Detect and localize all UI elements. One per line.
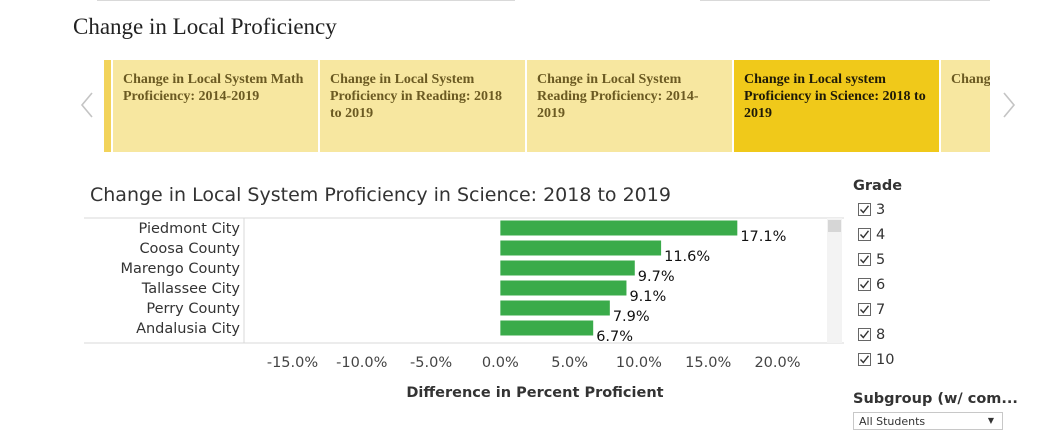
bar[interactable] [500,280,627,296]
category-label: Marengo County [121,261,241,277]
checkmark-icon [859,205,870,214]
chart-rows: Piedmont City 17.1% Coosa County 11.6% Maren… [121,220,786,345]
data-label: 7.9% [613,309,650,325]
checkmark-icon [859,305,870,314]
scrollbar-track[interactable] [827,218,842,343]
story-tab-science-2014-2019[interactable]: Change in Local System Science Proficien… [941,60,990,152]
chevron-left-icon[interactable] [80,92,94,118]
x-tick-label: -15.0% [267,355,318,371]
bar[interactable] [500,220,738,236]
category-label: Tallassee City [141,281,241,297]
category-label: Andalusia City [136,321,240,337]
data-label: 9.7% [638,269,675,285]
story-tab-math-2014-2019[interactable]: Change in Local System Math Proficiency:… [113,60,318,152]
value-axis: -15.0% -10.0% -5.0% 0.0% 5.0% 10.0% 15.0% 20.0% [267,355,801,371]
chevron-down-icon: ▼ [987,416,994,425]
story-tab-reading-2014-2019[interactable]: Change in Local System Reading Proficien… [527,60,732,152]
grade-option-label: 7 [876,301,886,318]
grade-option[interactable]: 3 [853,197,1013,222]
grade-option-label: 4 [876,226,886,243]
x-tick-label: 20.0% [754,355,800,371]
category-label: Piedmont City [139,221,241,237]
bar[interactable] [500,260,635,276]
subgroup-dropdown[interactable]: All Students ▼ [853,412,1003,430]
story-tab-science-2018-2019[interactable]: Change in Local system Proficiency in Sc… [734,60,939,152]
checkmark-icon [859,330,870,339]
grade-filter-title: Grade [853,178,903,194]
grade-option[interactable]: 10 [853,347,1013,372]
category-label: Coosa County [139,241,240,257]
x-tick-label: -10.0% [336,355,387,371]
x-tick-label: 5.0% [551,355,588,371]
checkmark-icon [859,280,870,289]
story-tab-reading-2018-2019[interactable]: Change in Local System Proficiency in Re… [320,60,525,152]
checkbox[interactable] [858,303,871,316]
checkbox[interactable] [858,353,871,366]
grade-option[interactable]: 7 [853,297,1013,322]
data-label: 17.1% [740,229,786,245]
scrollbar-thumb[interactable] [828,220,841,232]
bar-chart: Piedmont City 17.1% Coosa County 11.6% Maren… [84,217,844,401]
grade-option[interactable]: 5 [853,247,1013,272]
x-tick-label: 15.0% [685,355,731,371]
story-carousel: Change in Local System Math Proficiency:… [104,60,990,152]
subgroup-selected-value: All Students [859,415,926,428]
grade-option[interactable]: 4 [853,222,1013,247]
subgroup-filter-title: Subgroup (w/ com... [853,391,1018,407]
carousel-edge [104,60,111,152]
x-tick-label: 10.0% [616,355,662,371]
data-label: 9.1% [629,289,666,305]
chevron-right-icon[interactable] [1002,92,1016,118]
page-title: Change in Local Proficiency [73,14,337,39]
grade-option-label: 8 [876,326,886,343]
checkbox[interactable] [858,228,871,241]
category-label: Perry County [146,301,240,317]
bar[interactable] [500,300,610,316]
bar[interactable] [500,320,594,336]
grade-options: 3 4 5 6 7 8 10 [853,197,1013,372]
grade-option[interactable]: 6 [853,272,1013,297]
x-tick-label: 0.0% [482,355,519,371]
grade-filter: Grade 3 4 5 6 7 8 10 [853,178,1013,372]
grade-option-label: 10 [876,351,895,368]
data-label: 6.7% [596,329,633,345]
checkbox[interactable] [858,203,871,216]
checkmark-icon [859,355,870,364]
checkbox[interactable] [858,328,871,341]
x-axis-title: Difference in Percent Proficient [406,385,663,401]
checkbox[interactable] [858,253,871,266]
x-tick-label: -5.0% [410,355,452,371]
checkbox[interactable] [858,278,871,291]
chart-title: Change in Local System Proficiency in Sc… [90,184,671,206]
checkmark-icon [859,255,870,264]
grade-option-label: 5 [876,251,886,268]
bar[interactable] [500,240,662,256]
top-toolbar-lines [0,0,1046,4]
checkmark-icon [859,230,870,239]
grade-option-label: 6 [876,276,886,293]
data-label: 11.6% [664,249,710,265]
grade-option-label: 3 [876,201,886,218]
grade-option[interactable]: 8 [853,322,1013,347]
